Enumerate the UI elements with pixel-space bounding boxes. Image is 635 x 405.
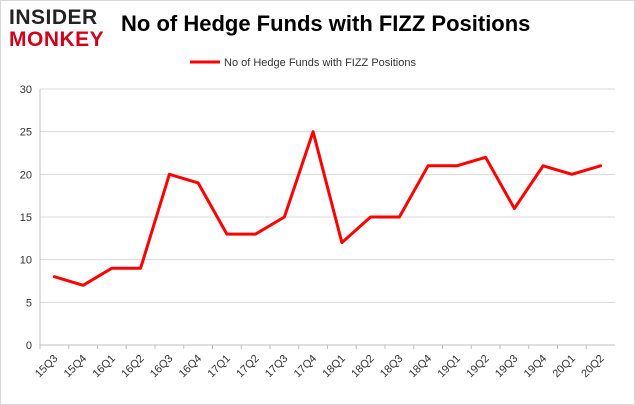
x-tick-label: 17Q3 [263, 353, 291, 381]
data-point [484, 156, 487, 159]
data-point [599, 164, 602, 167]
data-point [283, 216, 286, 219]
x-tick-label: 18Q4 [407, 353, 435, 381]
data-point [542, 164, 545, 167]
data-point [398, 216, 401, 219]
data-point [455, 164, 458, 167]
x-tick-label: 19Q3 [493, 353, 521, 381]
y-tick-label: 5 [26, 297, 32, 309]
data-point [139, 267, 142, 270]
data-point [168, 173, 171, 176]
data-point [53, 275, 56, 278]
data-point [312, 130, 315, 133]
x-tick-label: 16Q3 [148, 353, 176, 381]
y-tick-label: 25 [20, 127, 32, 139]
insider-monkey-logo: INSIDER MONKEY [9, 5, 119, 53]
data-point [225, 233, 228, 236]
logo-line-1: INSIDER [9, 6, 98, 29]
data-point [254, 233, 257, 236]
x-tick-label: 16Q2 [119, 353, 147, 381]
x-tick-label: 15Q3 [33, 353, 61, 381]
x-tick-label: 20Q2 [579, 353, 607, 381]
data-point [82, 284, 85, 287]
chart-title: No of Hedge Funds with FIZZ Positions [121, 11, 531, 36]
data-point [369, 216, 372, 219]
y-tick-label: 0 [26, 340, 32, 352]
data-point [513, 207, 516, 210]
series-line [52, 130, 603, 287]
x-tick-label: 15Q4 [62, 353, 90, 381]
x-tick-label: 18Q1 [320, 353, 348, 381]
x-tick-label: 17Q2 [234, 353, 262, 381]
data-point [340, 241, 343, 244]
x-tick-label: 16Q1 [90, 353, 118, 381]
data-point [570, 173, 573, 176]
data-point [110, 267, 113, 270]
x-tick-label: 18Q3 [378, 353, 406, 381]
x-tick-label: 20Q1 [550, 353, 578, 381]
x-tick-label: 19Q1 [435, 353, 463, 381]
logo-line-2: MONKEY [9, 28, 105, 51]
x-tick-label: 16Q4 [177, 353, 205, 381]
x-tick-label: 17Q4 [292, 353, 320, 381]
data-point [427, 164, 430, 167]
legend-label: No of Hedge Funds with FIZZ Positions [224, 57, 416, 69]
y-tick-label: 30 [20, 84, 32, 96]
y-tick-label: 20 [20, 169, 32, 181]
x-tick-label: 17Q1 [205, 353, 233, 381]
data-point [197, 181, 200, 184]
y-tick-label: 15 [20, 212, 32, 224]
y-tick-label: 10 [20, 255, 32, 267]
x-tick-label: 19Q2 [464, 353, 492, 381]
x-tick-label: 18Q2 [349, 353, 377, 381]
x-tick-label: 19Q4 [522, 353, 550, 381]
